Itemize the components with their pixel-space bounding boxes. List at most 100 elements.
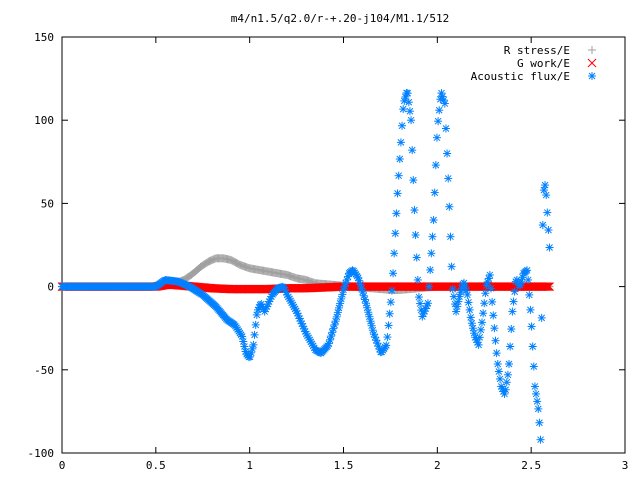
data-point	[538, 221, 547, 230]
data-point	[445, 202, 454, 211]
data-point	[443, 149, 452, 158]
data-point	[389, 269, 398, 278]
data-point	[427, 249, 436, 258]
data-point	[507, 325, 516, 334]
data-point	[403, 89, 412, 98]
data-point	[384, 321, 393, 330]
data-point	[390, 249, 399, 258]
data-point	[434, 117, 443, 126]
data-point	[398, 121, 407, 130]
data-point	[491, 336, 500, 345]
y-tick-label: 0	[47, 281, 54, 294]
data-point	[481, 289, 490, 298]
plot-frame	[61, 36, 626, 454]
data-point	[391, 229, 400, 238]
data-point	[387, 286, 396, 295]
data-point	[447, 262, 456, 271]
data-point	[452, 307, 461, 316]
data-point	[455, 292, 464, 301]
data-point	[413, 275, 422, 284]
data-point	[533, 397, 542, 406]
data-point	[493, 359, 502, 368]
data-point	[463, 290, 472, 299]
y-tick-label: 100	[34, 114, 54, 127]
data-point	[409, 176, 418, 185]
data-point	[475, 333, 484, 342]
data-point	[468, 324, 477, 333]
data-point	[523, 266, 532, 275]
data-point	[404, 98, 413, 107]
data-point	[532, 389, 541, 398]
data-point	[428, 232, 437, 241]
data-point	[494, 367, 503, 376]
data-point	[410, 206, 419, 215]
data-point	[474, 340, 483, 349]
data-point	[490, 324, 499, 333]
data-point	[251, 320, 260, 329]
data-point	[440, 99, 449, 108]
data-point	[411, 231, 420, 240]
x-tick-label: 1	[246, 459, 253, 472]
data-point	[535, 418, 544, 427]
data-point	[423, 299, 432, 308]
data-point	[247, 348, 256, 357]
data-point	[396, 138, 405, 147]
ticks-layer: 0 0.5 1 1.5 2 2.5 3 -100 -50 0 50 100 150	[28, 31, 629, 472]
data-point	[430, 188, 439, 197]
data-point	[453, 302, 462, 311]
data-point	[382, 341, 391, 350]
legend-marker	[588, 46, 596, 54]
data-point	[405, 107, 414, 116]
data-point	[534, 404, 543, 413]
data-point	[502, 378, 511, 387]
data-point	[525, 290, 534, 299]
data-point	[524, 275, 533, 284]
data-point	[392, 209, 401, 218]
data-point	[324, 339, 333, 348]
data-point	[399, 105, 408, 114]
data-point	[407, 116, 416, 125]
data-point	[505, 359, 514, 368]
data-point	[466, 313, 475, 322]
data-point	[414, 293, 423, 302]
data-point	[544, 282, 553, 291]
data-point	[501, 385, 510, 394]
legend-label: Acoustic flux/E	[471, 70, 570, 83]
y-tick-label: -50	[34, 364, 54, 377]
data-point	[240, 342, 249, 351]
data-point	[508, 307, 517, 316]
data-point	[435, 106, 444, 115]
data-point	[510, 287, 519, 296]
x-tick-label: 0	[59, 459, 66, 472]
data-point	[543, 208, 552, 217]
data-point	[526, 305, 535, 314]
data-point	[360, 295, 369, 304]
data-point	[477, 318, 486, 327]
data-point	[509, 297, 518, 306]
data-point	[517, 277, 526, 286]
data-point	[529, 362, 538, 371]
y-tick-label: -100	[28, 447, 55, 460]
data-point	[545, 243, 554, 252]
data-point	[537, 313, 546, 322]
data-point	[503, 370, 512, 379]
data-point	[528, 342, 537, 351]
data-point	[459, 278, 468, 287]
y-tick-label: 150	[34, 31, 54, 44]
data-point	[249, 340, 258, 349]
data-point	[488, 297, 497, 306]
data-point	[541, 181, 550, 190]
legend-label: R stress/E	[504, 44, 570, 57]
data-point	[412, 253, 421, 262]
data-point	[492, 349, 501, 358]
x-tick-label: 2	[434, 459, 441, 472]
data-point	[536, 435, 545, 444]
data-point	[395, 155, 404, 164]
data-point	[444, 174, 453, 183]
legend-label: G work/E	[517, 57, 570, 70]
data-point	[542, 191, 551, 200]
data-point	[334, 303, 343, 312]
